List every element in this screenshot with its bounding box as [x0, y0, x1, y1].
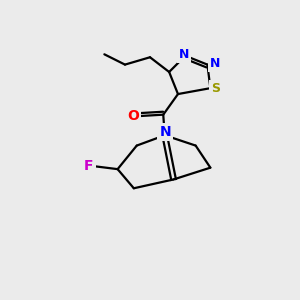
Text: S: S	[211, 82, 220, 95]
Text: N: N	[179, 48, 189, 61]
Text: N: N	[210, 57, 220, 70]
Text: N: N	[160, 125, 171, 139]
Text: O: O	[127, 109, 139, 123]
Text: F: F	[84, 159, 94, 173]
